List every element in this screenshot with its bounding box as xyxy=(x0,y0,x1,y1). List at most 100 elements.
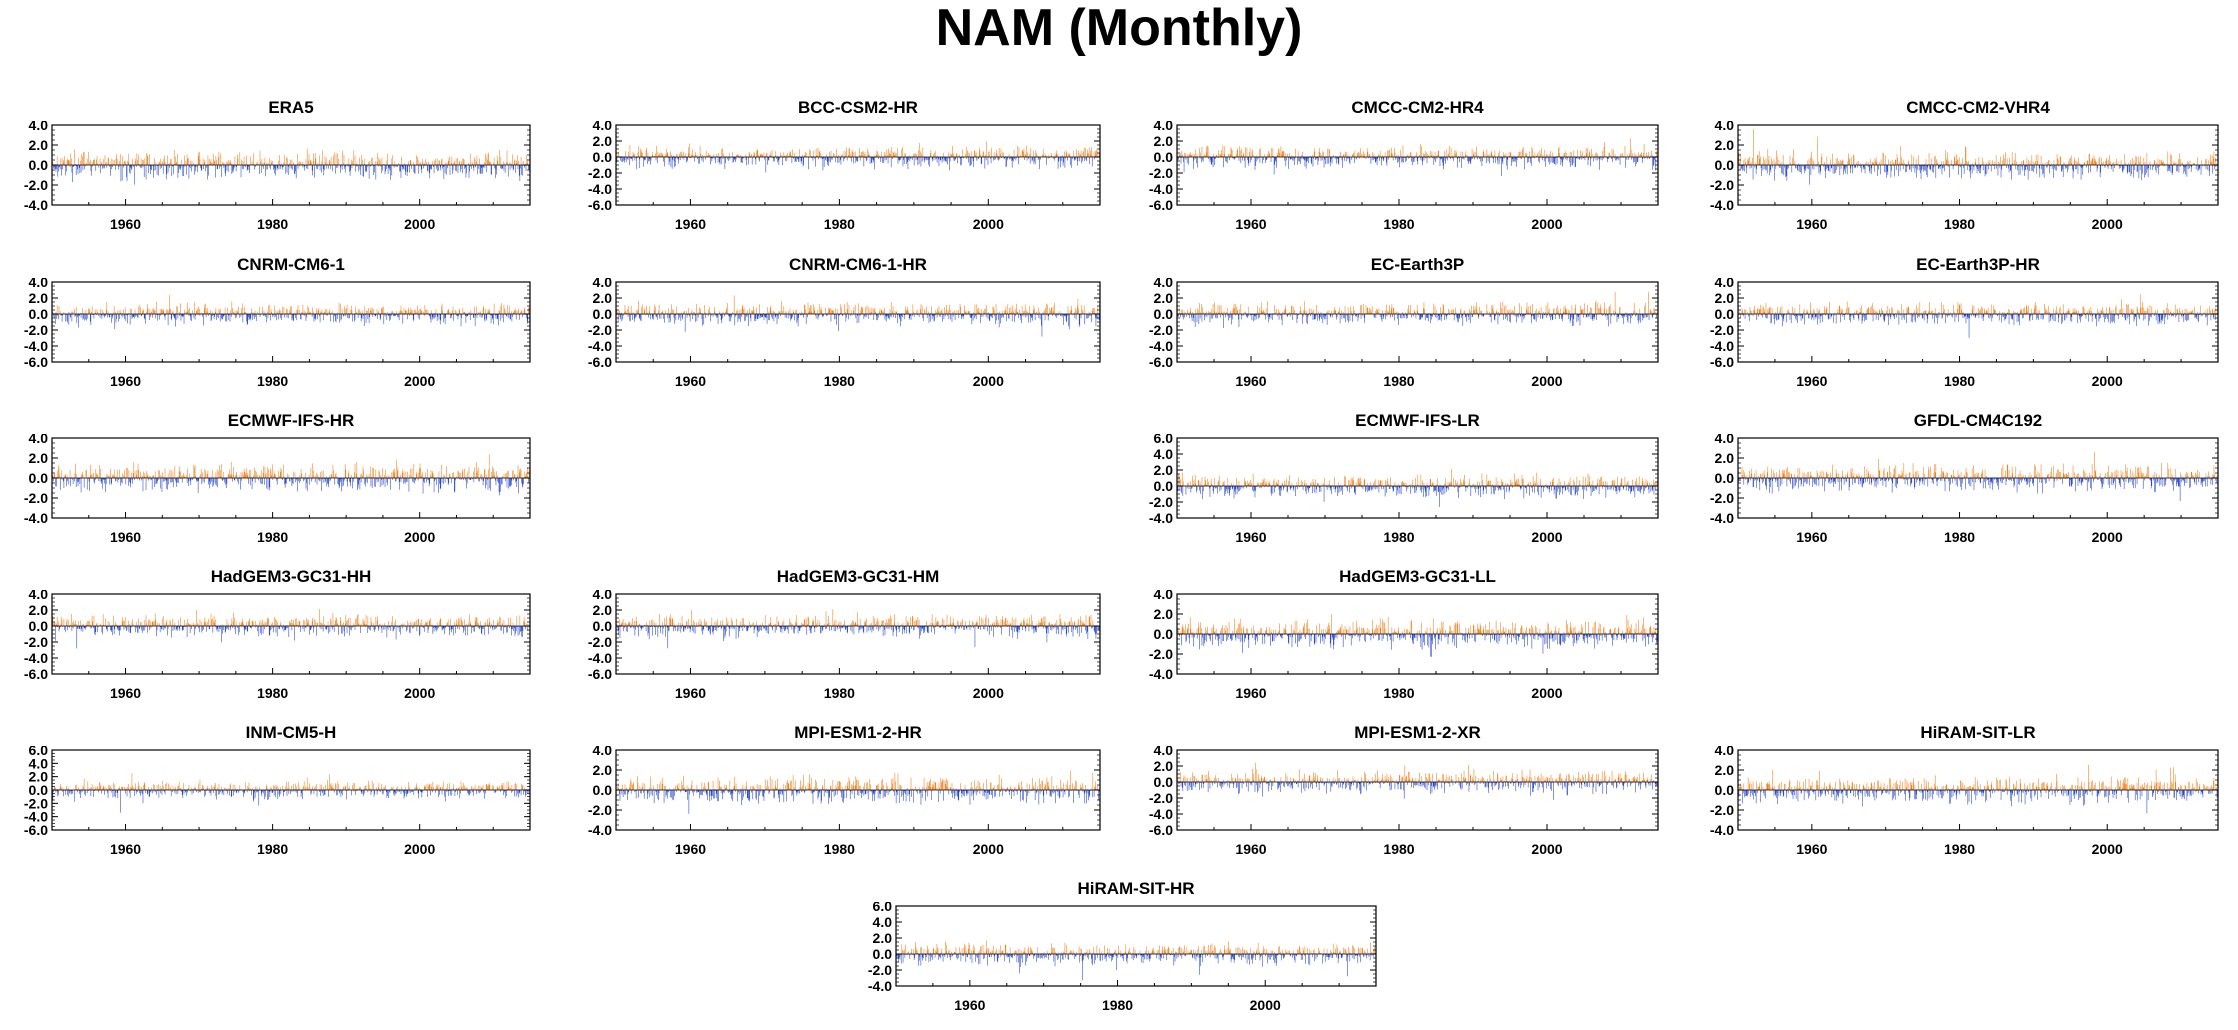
positive-bar xyxy=(781,301,782,314)
negative-bar xyxy=(1422,157,1423,161)
negative-bar xyxy=(1569,157,1570,162)
negative-bar xyxy=(144,165,145,177)
negative-bar xyxy=(301,314,302,320)
positive-bar xyxy=(1421,146,1422,157)
positive-bar xyxy=(213,154,214,165)
y-tick-label: 4.0 xyxy=(29,121,49,133)
negative-bar xyxy=(703,314,704,324)
negative-bar xyxy=(295,165,296,174)
positive-bar xyxy=(729,153,730,157)
positive-bar xyxy=(204,162,205,165)
positive-bar xyxy=(507,150,508,165)
positive-bar xyxy=(1998,161,1999,165)
positive-bar xyxy=(489,309,490,314)
positive-bar xyxy=(2205,159,2206,165)
positive-bar xyxy=(2096,162,2097,165)
positive-bar xyxy=(1202,147,1203,157)
positive-bar xyxy=(862,308,863,314)
negative-bar xyxy=(968,157,969,163)
positive-bar xyxy=(276,311,277,314)
positive-bar xyxy=(2057,154,2058,165)
positive-bar xyxy=(336,154,337,165)
positive-bar xyxy=(517,311,518,314)
negative-bar xyxy=(1800,165,1801,172)
positive-bar xyxy=(1461,152,1462,157)
positive-bar xyxy=(681,151,682,157)
negative-bar xyxy=(2042,165,2043,174)
negative-bar xyxy=(682,314,683,318)
negative-bar xyxy=(80,165,81,173)
negative-bar xyxy=(407,165,408,172)
positive-bar xyxy=(1772,161,1773,165)
positive-bar xyxy=(1896,159,1897,165)
negative-bar xyxy=(899,314,900,317)
negative-bar xyxy=(216,314,217,320)
negative-bar xyxy=(847,157,848,161)
positive-bar xyxy=(2035,161,2036,165)
negative-bar xyxy=(1318,157,1319,161)
positive-bar xyxy=(156,310,157,314)
y-tick-label: 2.0 xyxy=(29,290,49,306)
positive-bar xyxy=(289,310,290,314)
negative-bar xyxy=(422,165,423,173)
positive-bar xyxy=(328,311,329,314)
negative-bar xyxy=(70,314,71,318)
negative-bar xyxy=(2169,165,2170,168)
negative-bar xyxy=(327,165,328,169)
negative-bar xyxy=(181,314,182,321)
positive-bar xyxy=(1392,154,1393,157)
positive-bar xyxy=(983,152,984,157)
positive-bar xyxy=(878,154,879,157)
negative-bar xyxy=(880,157,881,162)
negative-bar xyxy=(1324,157,1325,168)
positive-bar xyxy=(1089,147,1090,157)
positive-bar xyxy=(829,308,830,314)
positive-bar xyxy=(411,160,412,165)
positive-bar xyxy=(418,160,419,165)
positive-bar xyxy=(2160,160,2161,165)
negative-bar xyxy=(56,314,57,319)
positive-bar xyxy=(1511,152,1512,157)
positive-bar xyxy=(169,295,170,314)
positive-bar xyxy=(656,146,657,157)
positive-bar xyxy=(1009,154,1010,157)
negative-bar xyxy=(230,314,231,322)
negative-bar xyxy=(885,157,886,161)
negative-bar xyxy=(1804,165,1805,169)
positive-bar xyxy=(339,303,340,314)
negative-bar xyxy=(466,314,467,323)
negative-bar xyxy=(1459,157,1460,162)
positive-bar xyxy=(2012,152,2013,165)
positive-bar xyxy=(659,305,660,314)
negative-bar xyxy=(320,165,321,170)
negative-bar xyxy=(1969,165,1970,172)
positive-bar xyxy=(476,162,477,165)
negative-bar xyxy=(746,314,747,317)
negative-bar xyxy=(971,314,972,318)
negative-bar xyxy=(1376,157,1377,161)
negative-bar xyxy=(1046,157,1047,165)
positive-bar xyxy=(851,153,852,157)
positive-bar xyxy=(1357,153,1358,157)
positive-bar xyxy=(382,158,383,165)
x-tick-label: 1980 xyxy=(257,216,288,232)
negative-bar xyxy=(441,165,442,170)
positive-bar xyxy=(1492,151,1493,157)
positive-bar xyxy=(1995,162,1996,165)
negative-bar xyxy=(183,314,184,317)
positive-bar xyxy=(2108,159,2109,165)
positive-bar xyxy=(461,161,462,165)
negative-bar xyxy=(1917,165,1918,170)
positive-bar xyxy=(501,303,502,314)
negative-bar xyxy=(336,314,337,322)
positive-bar xyxy=(292,160,293,165)
positive-bar xyxy=(153,308,154,314)
negative-bar xyxy=(2025,165,2026,170)
negative-bar xyxy=(1489,157,1490,163)
positive-bar xyxy=(1485,154,1486,157)
negative-bar xyxy=(528,314,529,321)
positive-bar xyxy=(160,309,161,314)
positive-bar xyxy=(1353,154,1354,157)
positive-bar xyxy=(1232,150,1233,157)
negative-bar xyxy=(1313,157,1314,167)
